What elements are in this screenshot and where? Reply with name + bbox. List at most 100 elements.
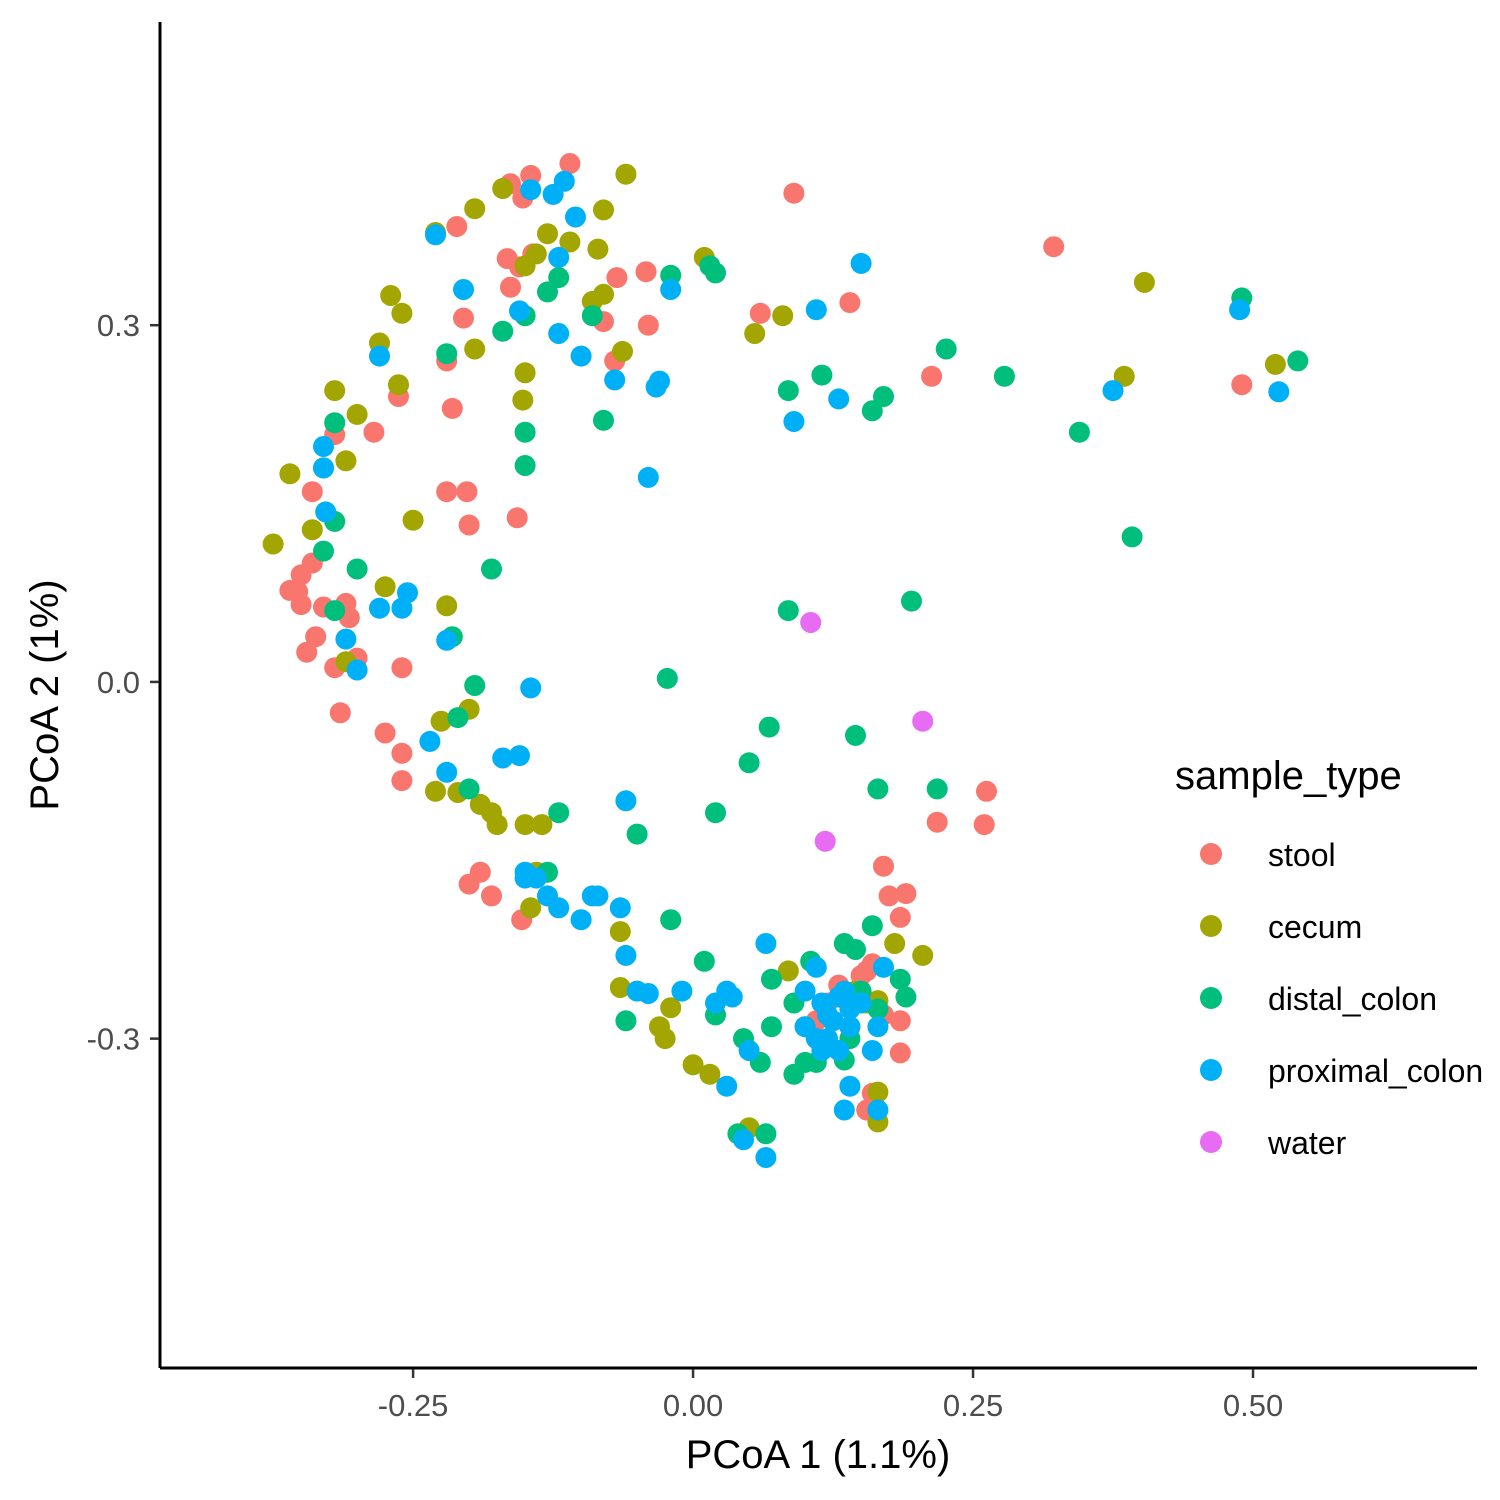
point-cecum-40	[520, 897, 542, 919]
legend: sample_type stool cecum distal_colonproxim…	[1175, 754, 1483, 1161]
point-stool-24	[506, 507, 528, 529]
point-stool-67	[889, 1010, 911, 1032]
point-proximal_colon-46	[609, 897, 631, 919]
point-proximal_colon-3	[565, 206, 586, 228]
point-proximal_colon-34	[436, 761, 458, 783]
point-distal_colon-61	[895, 986, 917, 1008]
point-stool-54	[926, 811, 948, 833]
point-stool-53	[973, 814, 995, 836]
point-distal_colon-66	[755, 1123, 777, 1145]
point-stool-57	[895, 883, 917, 905]
point-cecum-27	[374, 576, 396, 598]
point-distal_colon-16	[346, 558, 368, 580]
x-tick-label: -0.25	[378, 1388, 449, 1423]
point-proximal_colon-67	[839, 1016, 861, 1038]
legend-label-water: water	[1267, 1125, 1347, 1161]
point-stool-46	[783, 182, 805, 204]
point-proximal_colon-9	[570, 345, 592, 367]
point-distal_colon-18	[324, 600, 346, 622]
point-cecum-55	[867, 1081, 889, 1103]
point-cecum-9	[514, 255, 536, 277]
point-proximal_colon-28	[397, 582, 418, 604]
point-cecum-6	[559, 231, 581, 253]
point-distal_colon-23	[548, 802, 570, 824]
point-distal_colon-68	[615, 1010, 637, 1032]
point-proximal_colon-62	[833, 980, 855, 1002]
point-distal_colon-8	[514, 455, 536, 476]
point-proximal_colon-50	[671, 980, 693, 1002]
legend-title: sample_type	[1175, 754, 1402, 798]
point-proximal_colon-12	[645, 376, 667, 398]
point-proximal_colon-43	[570, 909, 592, 931]
point-stool-9	[453, 307, 474, 329]
x-tick-label: 0.25	[943, 1388, 1003, 1423]
point-proximal_colon-10	[604, 369, 626, 391]
point-proximal_colon-76	[733, 1129, 754, 1151]
series-cecum	[262, 163, 1286, 1139]
point-stool-23	[458, 514, 480, 536]
point-proximal_colon-72	[839, 1075, 861, 1097]
x-tick-label: 0.00	[663, 1388, 723, 1423]
point-proximal_colon-14	[805, 299, 827, 321]
point-cecum-16	[612, 340, 633, 362]
legend-label-distal_colon: distal_colon	[1268, 981, 1437, 1017]
legend-key-distal_colon	[1200, 987, 1222, 1009]
point-cecum-7	[587, 238, 609, 260]
legend-entry-cecum: cecum	[1200, 909, 1362, 945]
series-proximal_colon	[313, 170, 1290, 1168]
point-distal_colon-35	[777, 380, 799, 402]
point-cecum-42	[609, 977, 631, 998]
point-stool-17	[441, 397, 463, 419]
point-distal_colon-30	[777, 600, 799, 622]
point-stool-68	[889, 1042, 911, 1064]
point-cecum-37	[514, 814, 536, 836]
point-proximal_colon-5	[548, 246, 570, 268]
x-axis-title: PCoA 1 (1.1%)	[686, 1433, 951, 1477]
point-distal_colon-33	[926, 778, 948, 800]
point-proximal_colon-1	[542, 183, 564, 205]
point-stool-21	[436, 481, 458, 503]
point-cecum-17	[514, 362, 536, 384]
point-distal_colon-22	[458, 778, 480, 800]
point-proximal_colon-32	[520, 677, 542, 699]
point-stool-33	[305, 626, 327, 648]
point-distal_colon-36	[811, 364, 833, 386]
point-proximal_colon-26	[369, 597, 390, 619]
point-cecum-15	[464, 338, 486, 360]
x-ticks: -0.25 0.00 0.25 0.50	[378, 1369, 1283, 1423]
y-tick-label: 0.0	[97, 665, 140, 700]
point-distal_colon-3	[581, 305, 603, 327]
point-distal_colon-32	[867, 778, 889, 800]
point-proximal_colon-30	[335, 628, 357, 650]
legend-key-stool	[1200, 843, 1222, 865]
point-distal_colon-6	[324, 412, 346, 434]
legend-key-cecum	[1200, 915, 1222, 937]
point-stool-47	[1043, 236, 1065, 258]
point-stool-8	[500, 276, 521, 298]
point-cecum-61	[1113, 365, 1135, 387]
point-proximal_colon-8	[548, 323, 570, 344]
point-proximal_colon-73	[833, 1099, 855, 1121]
point-proximal_colon-35	[492, 747, 514, 769]
point-proximal_colon-17	[828, 388, 850, 410]
point-cecum-38	[531, 814, 553, 836]
point-stool-71	[856, 960, 878, 982]
point-cecum-5	[537, 223, 558, 245]
point-stool-49	[749, 302, 771, 324]
point-cecum-62	[1264, 353, 1286, 375]
legend-entry-water: water	[1200, 1125, 1347, 1161]
points-layer	[262, 153, 1309, 1168]
legend-entries: stool cecum distal_colon proximal_colonwate…	[1200, 837, 1483, 1161]
point-distal_colon-9	[593, 409, 614, 431]
point-proximal_colon-37	[615, 790, 637, 812]
point-proximal_colon-13	[660, 279, 682, 300]
point-distal_colon-65	[783, 1063, 805, 1085]
point-cecum-45	[654, 1028, 676, 1050]
legend-entry-proximal_colon: proximal_colon	[1200, 1053, 1483, 1089]
point-distal_colon-49	[761, 968, 782, 990]
point-distal_colon-45	[660, 909, 682, 931]
point-distal_colon-34	[901, 590, 922, 612]
point-distal_colon-26	[656, 667, 678, 689]
legend-label-cecum: cecum	[1268, 909, 1362, 945]
point-stool-11	[635, 261, 657, 283]
